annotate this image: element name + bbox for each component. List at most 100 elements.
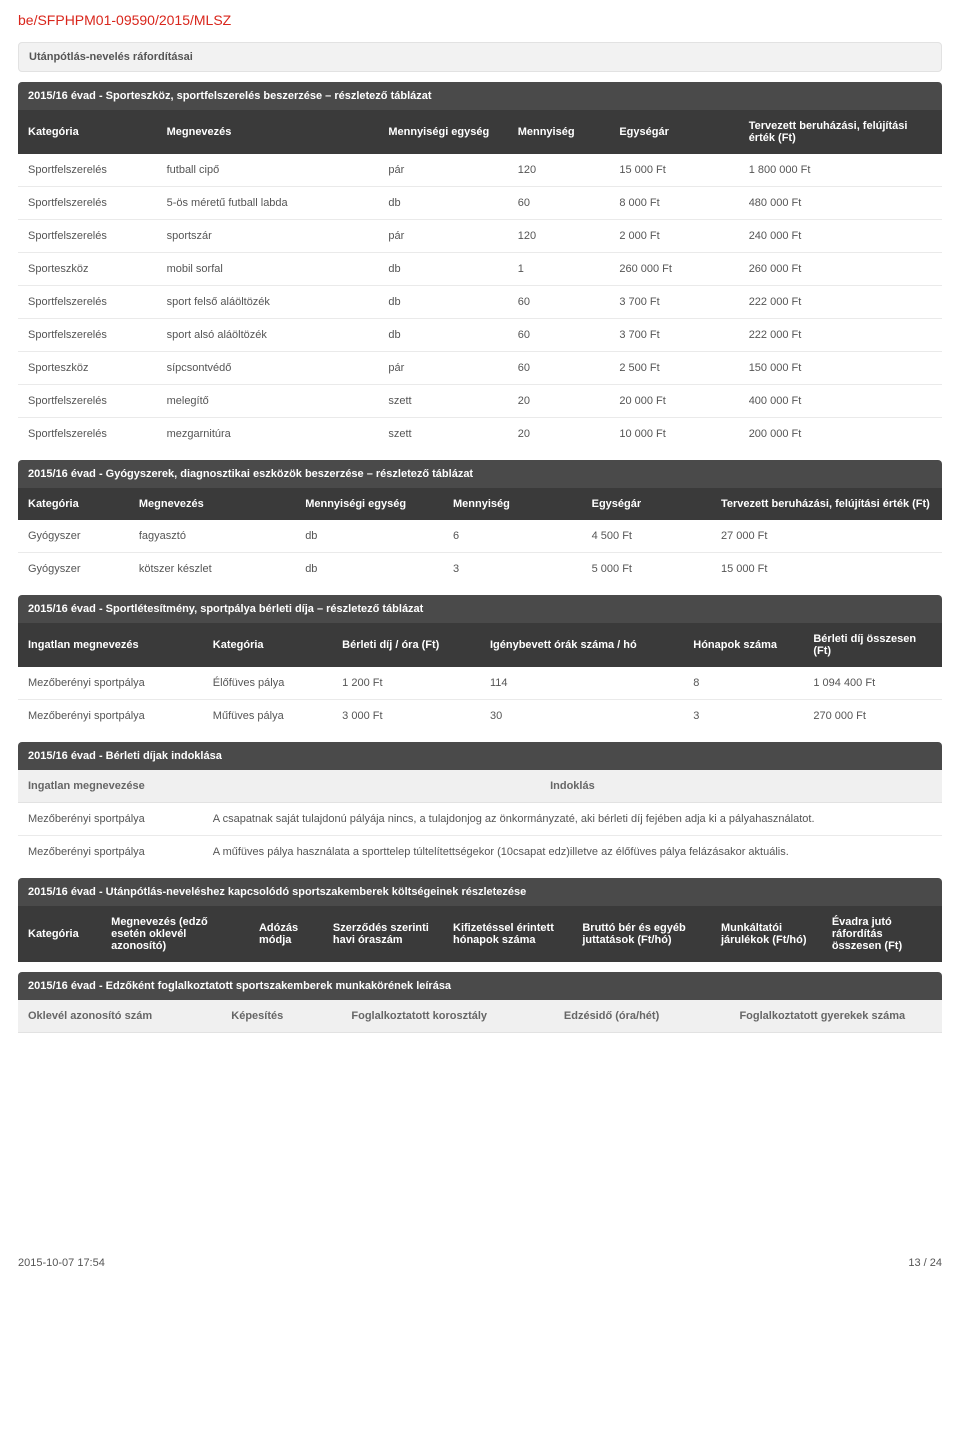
table-cell: Élőfüves pálya [203,667,332,700]
table-cell: 6 [443,520,582,553]
table-row: Sporteszközmobil sorfaldb1260 000 Ft260 … [18,253,942,286]
column-header: Foglalkoztatott gyerekek száma [729,1000,942,1033]
table-row: Sportfelszereléssportszárpár1202 000 Ft2… [18,220,942,253]
column-header: Kategória [203,623,332,667]
table-cell: 222 000 Ft [739,286,942,319]
table-cell: db [295,553,443,586]
table-cell: db [378,253,507,286]
table-cell: 4 500 Ft [582,520,711,553]
table-row: Mezőberényi sportpályaA műfüves pálya ha… [18,836,942,869]
table-cell: pár [378,352,507,385]
table-row: Sportfelszereléssport felső aláöltözékdb… [18,286,942,319]
table-cell: 20 [508,418,610,451]
table-cell: 27 000 Ft [711,520,942,553]
table-cell: 10 000 Ft [609,418,738,451]
table-cell: Sportfelszerelés [18,154,157,187]
table-cell: fagyasztó [129,520,295,553]
table-cell: Sportfelszerelés [18,187,157,220]
column-header: Szerződés szerinti havi óraszám [323,906,443,962]
column-header: Kifizetéssel érintett hónapok száma [443,906,572,962]
column-header: Bruttó bér és egyéb juttatások (Ft/hó) [572,906,711,962]
table-cell: szett [378,385,507,418]
column-header: Bérleti díj összesen (Ft) [803,623,942,667]
column-header: Kategória [18,906,101,962]
table-cell: mobil sorfal [157,253,379,286]
table-cell: 1 200 Ft [332,667,480,700]
table4-caption: 2015/16 évad - Bérleti díjak indoklása [18,742,942,770]
table2: KategóriaMegnevezésMennyiségi egységMenn… [18,488,942,585]
table-cell: 15 000 Ft [711,553,942,586]
table3: Ingatlan megnevezésKategóriaBérleti díj … [18,623,942,732]
table-cell: A csapatnak saját tulajdonú pályája ninc… [203,803,942,836]
table4: Ingatlan megnevezéseIndoklás Mezőberényi… [18,770,942,868]
column-header: Évadra jutó ráfordítás összesen (Ft) [822,906,942,962]
table-cell: 120 [508,154,610,187]
table-cell: futball cipő [157,154,379,187]
table-row: Mezőberényi sportpályaA csapatnak saját … [18,803,942,836]
table6: Oklevél azonosító számKépesítésFoglalkoz… [18,1000,942,1033]
table-cell: 15 000 Ft [609,154,738,187]
section-title: Utánpótlás-nevelés ráfordításai [18,42,942,72]
table-cell: Gyógyszer [18,553,129,586]
table-cell: 1 800 000 Ft [739,154,942,187]
column-header: Mennyiségi egység [378,110,507,154]
column-header: Képesítés [221,1000,341,1033]
table-cell: 3 000 Ft [332,700,480,733]
table-cell: 2 500 Ft [609,352,738,385]
table-cell: 8 000 Ft [609,187,738,220]
table-cell: 60 [508,352,610,385]
table-cell: 240 000 Ft [739,220,942,253]
table-cell: melegítő [157,385,379,418]
footer-page: 13 / 24 [908,1257,942,1269]
table-cell: 60 [508,319,610,352]
table-cell: 5-ös méretű futball labda [157,187,379,220]
table-cell: Gyógyszer [18,520,129,553]
column-header: Mennyiség [443,488,582,520]
table-row: Gyógyszerfagyasztódb64 500 Ft27 000 Ft [18,520,942,553]
column-header: Kategória [18,488,129,520]
table-cell: Sportfelszerelés [18,220,157,253]
column-header: Mennyiség [508,110,610,154]
table-cell: Mezőberényi sportpálya [18,836,203,869]
column-header: Bérleti díj / óra (Ft) [332,623,480,667]
table1: KategóriaMegnevezésMennyiségi egységMenn… [18,110,942,450]
table-cell: Sportfelszerelés [18,286,157,319]
table-cell: sportszár [157,220,379,253]
table-cell: 20 000 Ft [609,385,738,418]
table-row: Sportfelszereléssport alsó aláöltözékdb6… [18,319,942,352]
column-header: Edzésidő (óra/hét) [554,1000,730,1033]
footer-timestamp: 2015-10-07 17:54 [18,1257,105,1269]
table-cell: 30 [480,700,683,733]
table-cell: Műfüves pálya [203,700,332,733]
table-cell: db [295,520,443,553]
table-row: Sportfelszerelésmezgarnitúraszett2010 00… [18,418,942,451]
table6-caption: 2015/16 évad - Edzőként foglalkoztatott … [18,972,942,1000]
table1-caption: 2015/16 évad - Sporteszköz, sportfelszer… [18,82,942,110]
table-cell: Mezőberényi sportpálya [18,667,203,700]
table-row: Mezőberényi sportpályaÉlőfüves pálya1 20… [18,667,942,700]
table-cell: 3 [443,553,582,586]
table-cell: 3 [683,700,803,733]
column-header: Kategória [18,110,157,154]
table-cell: 8 [683,667,803,700]
table-row: Mezőberényi sportpályaMűfüves pálya3 000… [18,700,942,733]
column-header: Adózás módja [249,906,323,962]
column-header: Megnevezés [129,488,295,520]
table-cell: 1 094 400 Ft [803,667,942,700]
table-cell: 60 [508,187,610,220]
table-cell: 222 000 Ft [739,319,942,352]
column-header: Hónapok száma [683,623,803,667]
table-cell: sport alsó aláöltözék [157,319,379,352]
table-cell: 150 000 Ft [739,352,942,385]
table-cell: db [378,319,507,352]
table-cell: Sportfelszerelés [18,319,157,352]
table-cell: 3 700 Ft [609,286,738,319]
table-cell: 1 [508,253,610,286]
table-row: Gyógyszerkötszer készletdb35 000 Ft15 00… [18,553,942,586]
column-header: Egységár [582,488,711,520]
table-cell: Mezőberényi sportpálya [18,803,203,836]
table-row: Sportfelszerelés5-ös méretű futball labd… [18,187,942,220]
table-cell: mezgarnitúra [157,418,379,451]
table-cell: db [378,286,507,319]
table-cell: 5 000 Ft [582,553,711,586]
